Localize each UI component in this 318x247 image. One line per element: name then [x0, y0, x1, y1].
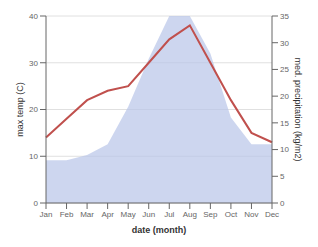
svg-text:0: 0 [34, 199, 39, 208]
svg-text:25: 25 [280, 65, 289, 74]
svg-text:Jan: Jan [40, 210, 53, 219]
svg-text:May: May [121, 210, 136, 219]
svg-text:15: 15 [280, 119, 289, 128]
svg-text:35: 35 [280, 12, 289, 21]
svg-text:date (month): date (month) [132, 225, 187, 235]
svg-text:10: 10 [29, 152, 38, 161]
svg-text:5: 5 [280, 172, 285, 181]
svg-text:20: 20 [280, 92, 289, 101]
svg-text:Nov: Nov [244, 210, 258, 219]
svg-text:Apr: Apr [101, 210, 114, 219]
svg-text:Jul: Jul [164, 210, 174, 219]
svg-text:max temp (C): max temp (C) [15, 82, 25, 137]
svg-text:20: 20 [29, 105, 38, 114]
svg-text:Mar: Mar [80, 210, 94, 219]
svg-text:Sep: Sep [203, 210, 218, 219]
svg-text:med. precipitation (kg/m2): med. precipitation (kg/m2) [293, 57, 303, 161]
svg-text:Jun: Jun [142, 210, 155, 219]
svg-text:30: 30 [280, 39, 289, 48]
svg-text:30: 30 [29, 59, 38, 68]
svg-text:Aug: Aug [183, 210, 197, 219]
svg-text:10: 10 [280, 145, 289, 154]
svg-text:Feb: Feb [60, 210, 74, 219]
svg-text:Oct: Oct [225, 210, 238, 219]
svg-text:Dec: Dec [265, 210, 279, 219]
svg-text:0: 0 [280, 199, 285, 208]
svg-text:40: 40 [29, 12, 38, 21]
